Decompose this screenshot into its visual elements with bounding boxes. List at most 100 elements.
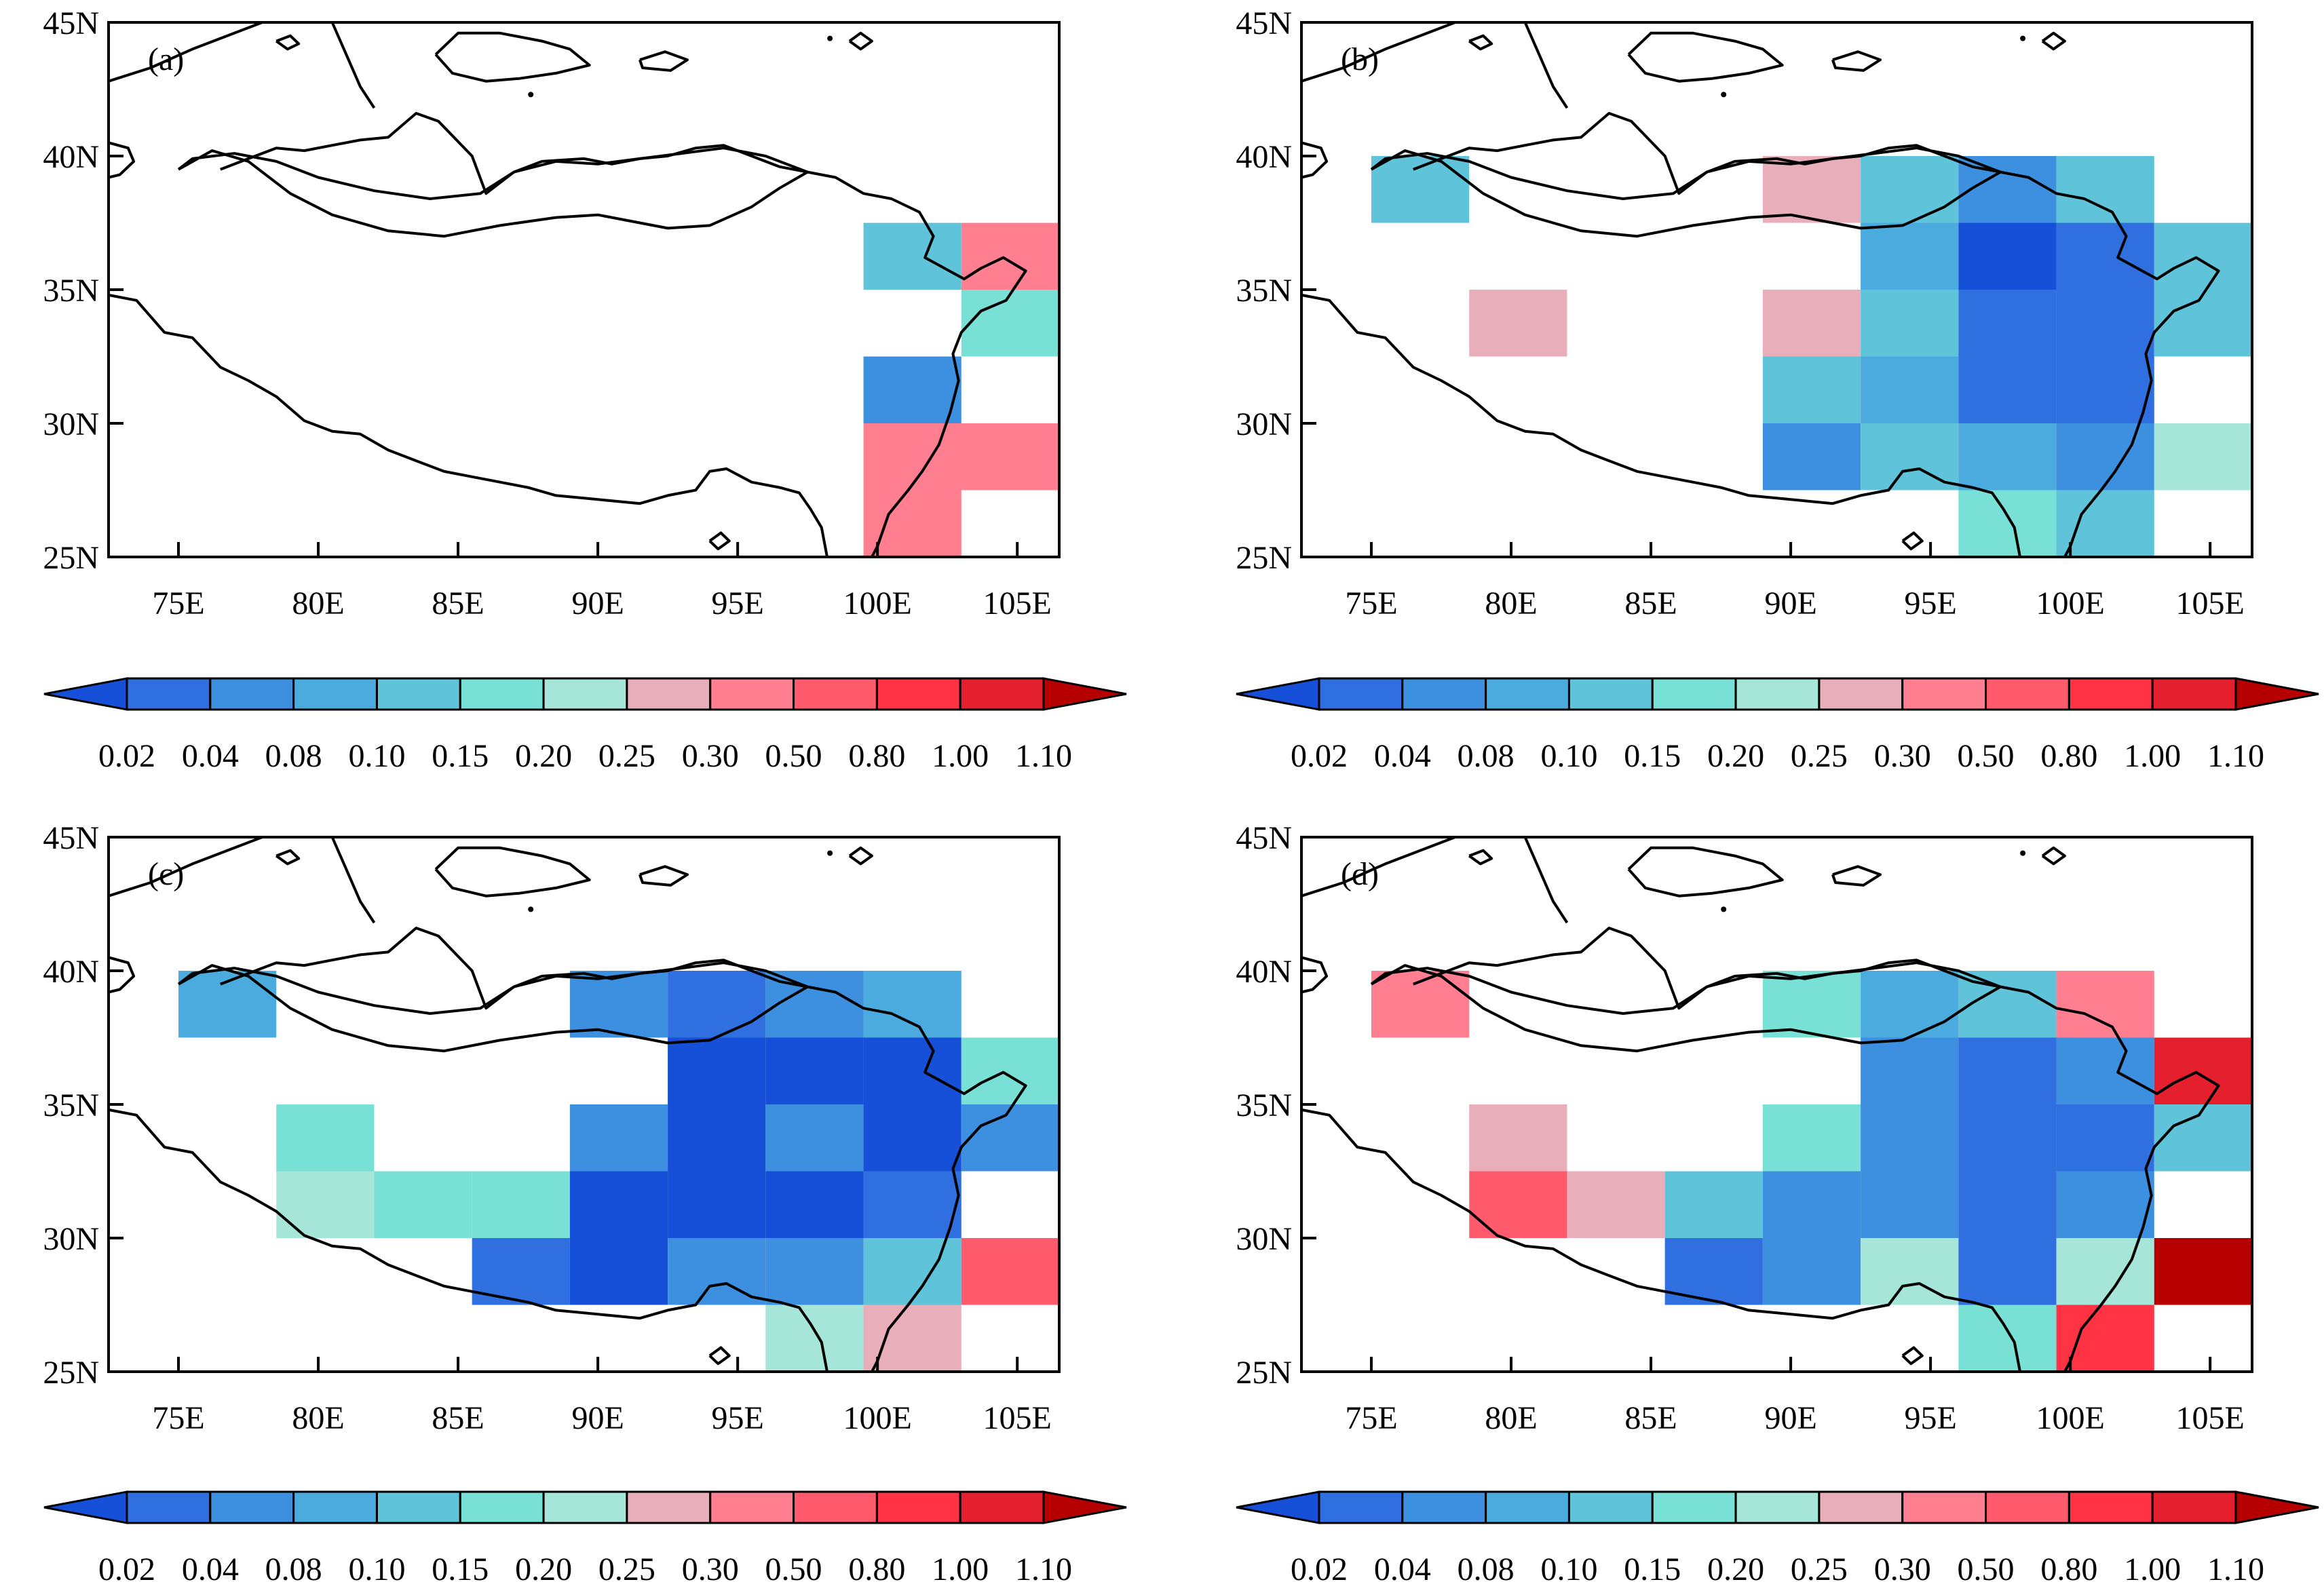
grid-cell bbox=[668, 971, 766, 1038]
contour-dot bbox=[528, 906, 534, 912]
colorbar-level-label: 0.25 bbox=[598, 1551, 655, 1582]
colorbar-level-label: 1.00 bbox=[2124, 738, 2181, 774]
grid-cell bbox=[863, 223, 961, 290]
colorbar-swatch bbox=[459, 677, 545, 711]
basin-contour bbox=[1370, 147, 2002, 238]
colorbar-swatch bbox=[1901, 677, 1987, 711]
colorbar-swatch bbox=[375, 677, 461, 711]
grid-cell bbox=[2056, 1104, 2154, 1172]
colorbar-low-arrow bbox=[43, 1490, 128, 1524]
colorbar-swatch bbox=[959, 677, 1045, 711]
colorbar-level-label: 0.25 bbox=[1791, 1551, 1848, 1582]
colorbar-level-label: 0.30 bbox=[682, 738, 739, 774]
lon-label: 90E bbox=[1764, 1400, 1816, 1436]
panel-label: (a) bbox=[148, 41, 184, 77]
colorbar-swatch bbox=[1901, 1490, 1987, 1524]
colorbar-level-label: 0.50 bbox=[1958, 738, 2015, 774]
grid-cell bbox=[1958, 356, 2057, 423]
grid-cell bbox=[1469, 290, 1567, 357]
colorbar-level-label: 0.30 bbox=[1874, 1551, 1931, 1582]
grid-cell bbox=[2056, 490, 2154, 557]
colorbar-level-label: 0.04 bbox=[1374, 738, 1431, 774]
grid-cell bbox=[2056, 423, 2154, 490]
colorbar-level-label: 0.15 bbox=[432, 1551, 489, 1582]
tiny-contour bbox=[275, 849, 301, 866]
colorbar-swatch bbox=[126, 677, 212, 711]
northwest-contour-2 bbox=[1523, 836, 1569, 924]
grid-cell bbox=[668, 1238, 766, 1305]
grid-cell bbox=[1762, 356, 1861, 423]
lat-label: 35N bbox=[1236, 273, 1292, 309]
lat-label: 45N bbox=[1236, 5, 1292, 41]
lat-label: 25N bbox=[43, 540, 99, 576]
grid-cell bbox=[276, 1171, 375, 1238]
colorbar-level-label: 0.30 bbox=[1874, 738, 1931, 774]
colorbar-swatch bbox=[1985, 677, 2070, 711]
northwest-contour-2 bbox=[330, 836, 376, 924]
lon-label: 95E bbox=[711, 1400, 763, 1436]
grid-cell bbox=[2056, 971, 2154, 1038]
grid-cell bbox=[2154, 1104, 2252, 1172]
lon-label: 95E bbox=[711, 585, 763, 621]
lon-label: 80E bbox=[1485, 1400, 1537, 1436]
grid-cell bbox=[961, 223, 1059, 290]
colorbar-swatch bbox=[1485, 677, 1570, 711]
colorbar-level-label: 0.08 bbox=[265, 1551, 322, 1582]
grid-cell bbox=[765, 1171, 864, 1238]
small-contour bbox=[639, 50, 689, 72]
north-contour bbox=[1627, 846, 1784, 898]
contour-dot bbox=[528, 92, 534, 98]
colorbar-swatch bbox=[542, 677, 628, 711]
colorbar-swatch bbox=[1318, 677, 1404, 711]
colorbar-level-label: 1.00 bbox=[932, 738, 989, 774]
colorbar-swatch bbox=[1818, 1490, 1904, 1524]
grid-cell bbox=[863, 1305, 961, 1372]
contour-dot bbox=[2020, 850, 2026, 856]
colorbar-swatch bbox=[875, 677, 961, 711]
colorbar-level-label: 0.50 bbox=[1958, 1551, 2015, 1582]
tiny-contour bbox=[708, 531, 731, 551]
basin-contour bbox=[177, 961, 809, 1053]
grid-cell bbox=[1958, 1171, 2057, 1238]
lon-label: 80E bbox=[292, 585, 344, 621]
colorbar-swatch bbox=[292, 1490, 378, 1524]
colorbar-level-label: 0.80 bbox=[848, 738, 905, 774]
basin-contour bbox=[177, 147, 809, 238]
colorbar-swatch bbox=[1485, 1490, 1570, 1524]
lat-label: 40N bbox=[1236, 954, 1292, 990]
colorbar-level-label: 0.10 bbox=[1540, 738, 1597, 774]
grid-cell bbox=[2056, 1305, 2154, 1372]
grid-cell bbox=[1958, 290, 2057, 357]
west-contour bbox=[1301, 141, 1329, 179]
colorbar-level-label: 0.02 bbox=[98, 738, 155, 774]
lon-label: 95E bbox=[1904, 585, 1956, 621]
grid-cell bbox=[2154, 290, 2252, 357]
plateau-east-contour bbox=[220, 112, 1027, 558]
colorbar-swatch bbox=[626, 1490, 712, 1524]
grid-cell bbox=[1958, 1238, 2057, 1305]
colorbar-high-arrow bbox=[2234, 677, 2319, 711]
colorbar-c: 0.02 0.04 0.08 0.10 0.15 0.20 0.25 0.30 0.50 0.80… bbox=[43, 1490, 1127, 1582]
plateau-south-contour bbox=[108, 293, 828, 558]
tiny-contour bbox=[848, 846, 873, 866]
colorbar-level-label: 0.02 bbox=[98, 1551, 155, 1582]
lat-label: 25N bbox=[1236, 1355, 1292, 1391]
tiny-contour bbox=[1468, 849, 1493, 866]
colorbar-level-label: 0.15 bbox=[1624, 1551, 1681, 1582]
grid-cell bbox=[2154, 223, 2252, 290]
lat-label: 35N bbox=[43, 1087, 99, 1123]
tiny-contour bbox=[275, 34, 301, 51]
grid-cell bbox=[863, 1238, 961, 1305]
contour-dot bbox=[1721, 906, 1727, 912]
grid-cell bbox=[1958, 423, 2057, 490]
colorbar-swatch bbox=[1318, 1490, 1404, 1524]
contour-dot bbox=[1721, 92, 1727, 98]
lon-label: 90E bbox=[571, 1400, 624, 1436]
tiny-contour bbox=[2041, 846, 2066, 866]
tiny-contour bbox=[1901, 1346, 1924, 1366]
west-contour bbox=[108, 956, 136, 994]
grid-cell bbox=[765, 1305, 864, 1372]
grid-cell bbox=[863, 1104, 961, 1172]
grid-cell bbox=[1861, 423, 1959, 490]
